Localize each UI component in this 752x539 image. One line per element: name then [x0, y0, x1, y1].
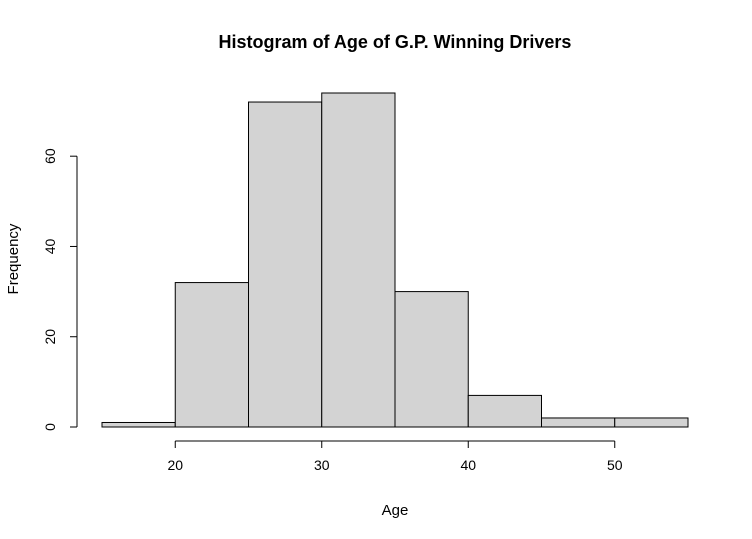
y-axis-label: Frequency [5, 223, 22, 294]
y-tick-label: 60 [42, 148, 58, 164]
histogram-bar-40-45 [467, 394, 542, 428]
histogram-bar-30-35 [321, 92, 396, 428]
x-axis: 20 30 40 50 [167, 440, 623, 473]
histogram-bar-35-40 [394, 291, 469, 428]
histogram-bar-15-20 [101, 421, 176, 428]
x-tick-label: 50 [607, 457, 623, 473]
y-axis: 0 20 40 60 [42, 148, 78, 431]
y-tick-label: 0 [42, 423, 58, 431]
y-tick-label: 40 [42, 238, 58, 254]
x-tick-label: 30 [314, 457, 330, 473]
chart-title: Histogram of Age of G.P. Winning Drivers [219, 32, 572, 52]
histogram-bar-20-25 [174, 282, 249, 428]
histogram-bar-50-55 [614, 417, 689, 428]
x-tick-label: 40 [460, 457, 476, 473]
x-axis-label: Age [382, 502, 409, 519]
histogram-bar-25-30 [248, 101, 323, 428]
histogram-bar-45-50 [541, 417, 616, 428]
x-tick-label: 20 [167, 457, 183, 473]
bars-group [101, 92, 689, 428]
y-tick-label: 20 [42, 329, 58, 345]
